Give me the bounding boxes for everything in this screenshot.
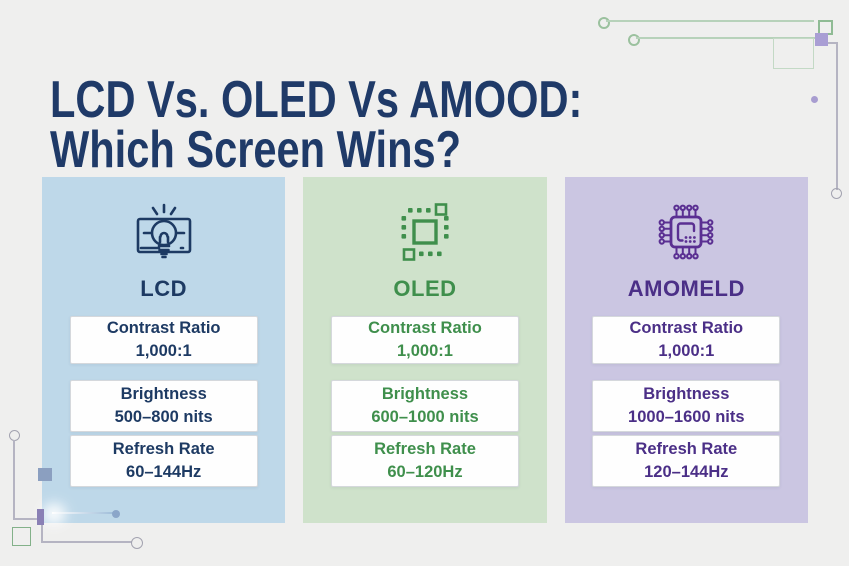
title-line-1: LCD Vs. OLED Vs AMOOD:	[50, 70, 583, 129]
oled-spec-stack: Brightness 600–1000 nits Refresh Rate 60…	[330, 380, 519, 487]
spec-label: Refresh Rate	[635, 440, 738, 458]
circuit-line	[41, 525, 43, 542]
lcd-contrast-box: Contrast Ratio 1,000:1	[69, 316, 258, 364]
circuit-line	[41, 541, 133, 543]
spec-value: 60–120Hz	[387, 463, 463, 481]
oled-refresh-box: Refresh Rate 60–120Hz	[330, 435, 519, 487]
circuit-dot-purple	[811, 96, 818, 103]
spec-value: 600–1000 nits	[371, 408, 479, 426]
amoled-brightness-box: Brightness 1000–1600 nits	[592, 380, 781, 432]
spec-value: 120–144Hz	[644, 463, 729, 481]
lcd-backlight-bulb-icon	[136, 203, 191, 259]
spec-value: 1,000:1	[658, 342, 715, 360]
circuit-dot-blue	[112, 510, 120, 518]
amoled-card: AMOMELD Contrast Ratio 1,000:1 Brightnes…	[564, 177, 808, 523]
spec-value: 1000–1600 nits	[628, 408, 745, 426]
lcd-brightness-box: Brightness 500–800 nits	[69, 380, 258, 432]
oled-pixel-grid-icon	[401, 203, 449, 261]
spec-value: 500–800 nits	[114, 408, 213, 426]
amoled-specs: Contrast Ratio 1,000:1 Brightness 1000–1…	[592, 316, 781, 487]
lcd-specs: Contrast Ratio 1,000:1 Brightness 500–80…	[69, 316, 258, 487]
spec-value: 1,000:1	[397, 342, 453, 360]
spec-label: Contrast Ratio	[368, 319, 482, 337]
oled-contrast-box: Contrast Ratio 1,000:1	[330, 316, 519, 364]
circuit-line	[636, 37, 816, 39]
oled-card-title: OLED	[393, 276, 457, 301]
oled-card: OLED Contrast Ratio 1,000:1 Brightness 6…	[303, 177, 547, 523]
page-title: LCD Vs. OLED Vs AMOOD: Which Screen Wins?	[50, 74, 582, 176]
circuit-node-ring	[831, 188, 842, 199]
circuit-square-blue	[38, 468, 52, 481]
circuit-line	[13, 518, 38, 520]
circuit-rect-outline	[773, 38, 814, 69]
oled-specs: Contrast Ratio 1,000:1 Brightness 600–10…	[330, 316, 519, 487]
lcd-refresh-box: Refresh Rate 60–144Hz	[69, 435, 258, 487]
circuit-square-purple	[815, 33, 828, 46]
oled-brightness-box: Brightness 600–1000 nits	[330, 380, 519, 432]
circuit-node-ring	[131, 537, 143, 549]
circuit-node-ring	[598, 17, 610, 29]
amoled-refresh-box: Refresh Rate 120–144Hz	[592, 435, 781, 487]
amoled-card-title: AMOMELD	[627, 276, 745, 301]
spec-label: Brightness	[381, 385, 469, 403]
spec-label: Contrast Ratio	[106, 319, 221, 337]
lcd-spec-stack: Brightness 500–800 nits Refresh Rate 60–…	[69, 380, 258, 487]
circuit-rect-purple	[37, 509, 44, 525]
amoled-spec-stack: Brightness 1000–1600 nits Refresh Rate 1…	[592, 380, 781, 487]
circuit-node-ring	[628, 34, 640, 46]
glow-highlight	[42, 503, 66, 525]
circuit-node-ring	[9, 430, 20, 441]
spec-label: Brightness	[120, 385, 207, 403]
comparison-cards: LCD Contrast Ratio 1,000:1 Brightness 50…	[42, 177, 808, 523]
circuit-line	[606, 20, 814, 22]
amoled-microchip-icon	[658, 204, 714, 260]
title-line-2: Which Screen Wins?	[50, 120, 462, 179]
spec-label: Brightness	[643, 385, 730, 403]
circuit-line-blue	[52, 512, 114, 514]
amoled-contrast-box: Contrast Ratio 1,000:1	[592, 316, 781, 364]
circuit-line	[828, 42, 837, 44]
spec-label: Refresh Rate	[112, 440, 215, 458]
spec-value: 60–144Hz	[126, 463, 202, 481]
circuit-line	[13, 440, 15, 519]
spec-label: Refresh Rate	[374, 440, 476, 458]
circuit-square-outline	[12, 527, 31, 546]
lcd-card-title: LCD	[140, 276, 188, 301]
spec-label: Contrast Ratio	[629, 319, 744, 337]
lcd-card: LCD Contrast Ratio 1,000:1 Brightness 50…	[42, 177, 286, 523]
spec-value: 1,000:1	[135, 342, 192, 360]
circuit-line	[836, 42, 838, 190]
